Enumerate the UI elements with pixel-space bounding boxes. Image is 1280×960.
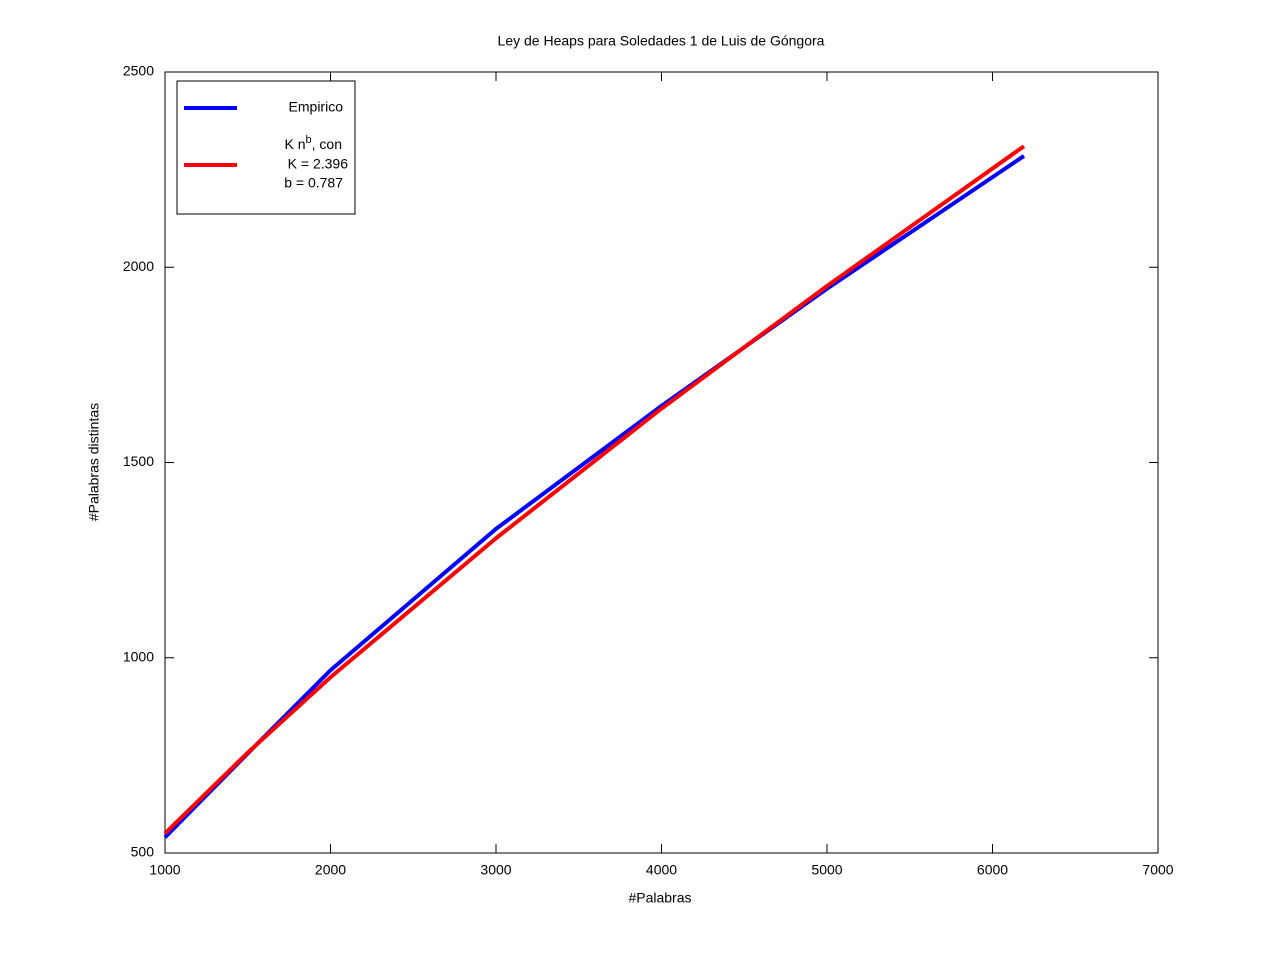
x-tick-label: 7000 [1142, 862, 1173, 878]
legend-label-part: K n [285, 136, 306, 152]
legend-label: Empirico [289, 99, 344, 115]
legend-box [176, 80, 356, 215]
x-tick-label: 2000 [315, 862, 346, 878]
y-axis-label: #Palabras distintas [86, 403, 102, 521]
y-tick-label: 2500 [123, 63, 154, 79]
series-line [163, 144, 1026, 835]
y-tick-label: 1000 [123, 648, 154, 664]
y-tick-label: 1500 [123, 453, 154, 469]
legend-label-line: K = 2.396 [288, 156, 349, 172]
legend-label-superscript: b [306, 134, 312, 146]
legend-label-line: b = 0.787 [284, 175, 343, 191]
x-tick-label: 5000 [811, 862, 842, 878]
x-axis-label: #Palabras [628, 890, 691, 906]
x-tick-label: 4000 [646, 862, 677, 878]
x-tick-label: 1000 [149, 862, 180, 878]
y-tick-label: 500 [131, 844, 155, 860]
x-tick-label: 6000 [977, 862, 1008, 878]
x-tick-label: 3000 [480, 862, 511, 878]
y-tick-label: 2000 [123, 258, 154, 274]
legend-label: K nb, con [285, 134, 343, 152]
chart-title: Ley de Heaps para Soledades 1 de Luis de… [498, 33, 825, 49]
legend-label-part: , con [312, 136, 342, 152]
